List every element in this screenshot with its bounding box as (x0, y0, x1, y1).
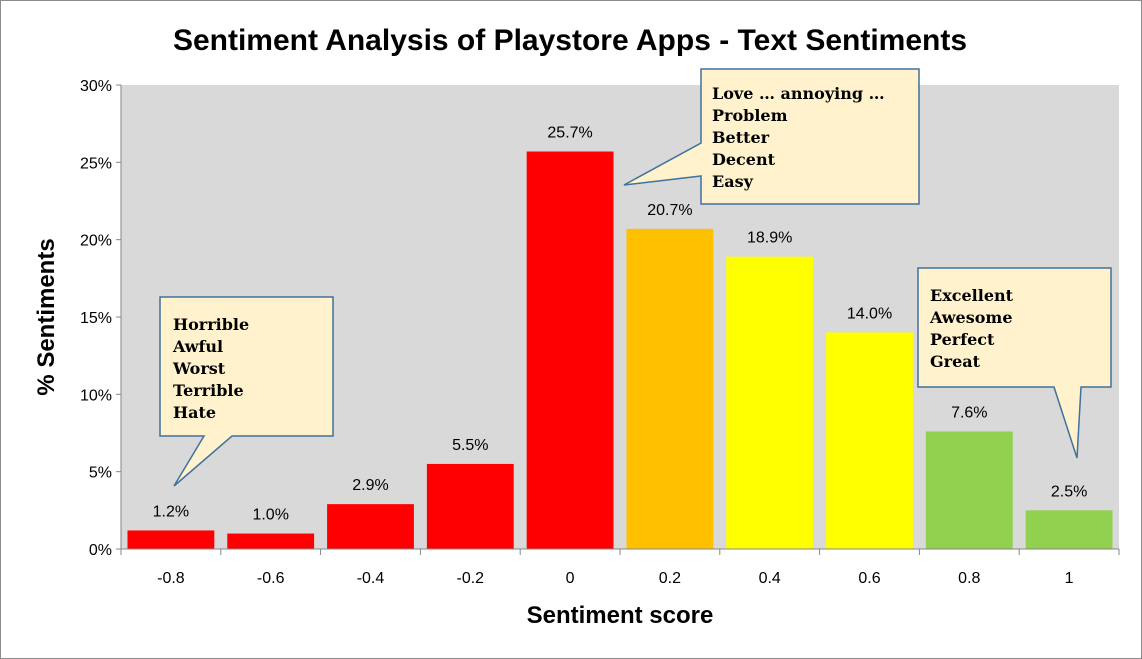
callout-word: Awesome (929, 308, 1013, 327)
callout-word: Easy (712, 172, 754, 191)
chart-title: Sentiment Analysis of Playstore Apps - T… (173, 24, 967, 57)
bar (327, 504, 414, 549)
y-tick-label: 20% (80, 233, 112, 250)
x-tick-label: 0.8 (958, 570, 980, 587)
callouts: Horrible Awful Worst Terrible Hate Love … ann… (159, 68, 1112, 487)
y-tick-label: 30% (80, 78, 112, 95)
data-label: 25.7% (547, 125, 592, 142)
x-tick-label: -0.4 (357, 570, 385, 587)
bar (426, 463, 514, 549)
x-tick-label: -0.8 (157, 570, 185, 587)
x-tick-label: 0.2 (659, 570, 681, 587)
bars (127, 151, 1113, 550)
callout-word: Perfect (930, 330, 995, 349)
data-label: 1.0% (252, 507, 288, 524)
y-tick-label: 0% (89, 542, 112, 559)
x-tick-label: 1 (1065, 570, 1074, 587)
data-label: 2.5% (1051, 483, 1087, 500)
callout-word: Worst (172, 359, 226, 378)
data-label: 2.9% (352, 477, 388, 494)
data-labels: 1.2% 1.0% 2.9% 5.5% 25.7% 20.7% 18.9% 14.0% 7.6%… (153, 125, 1088, 524)
callout-word: Decent (712, 150, 776, 169)
callout-word: Great (930, 352, 981, 371)
callout-word: Love … annoying … (712, 84, 885, 103)
callout-bubble (917, 267, 1112, 459)
callout--0.8: Horrible Awful Worst Terrible Hate (159, 296, 334, 487)
callout-bubble (159, 296, 334, 487)
y-tick-label: 25% (80, 155, 112, 172)
bar (227, 533, 315, 549)
callout-word: Terrible (173, 381, 244, 400)
callout-word: Problem (712, 106, 788, 125)
y-tick-label: 10% (80, 387, 112, 404)
callout-word: Better (712, 128, 770, 147)
bar (526, 151, 614, 550)
data-label: 7.6% (951, 404, 987, 421)
y-axis: 0% 5% 10% 15% 20% 25% 30% (80, 78, 122, 559)
x-tick-label: -0.6 (257, 570, 285, 587)
callout-0: Love … annoying … Problem Better Decent Easy (623, 68, 920, 205)
callout-word: Awful (172, 337, 223, 356)
x-tick-label: 0 (566, 570, 575, 587)
data-label: 14.0% (847, 305, 892, 322)
callout-word: Horrible (173, 315, 249, 334)
bar (726, 256, 814, 549)
data-label: 20.7% (647, 202, 692, 219)
data-label: 5.5% (452, 437, 488, 454)
data-label: 18.9% (747, 230, 792, 247)
callout-word: Hate (173, 403, 216, 422)
x-axis-title: Sentiment score (527, 602, 714, 629)
bar (925, 431, 1013, 549)
y-tick-label: 15% (80, 310, 112, 327)
y-tick-label: 5% (89, 465, 112, 482)
x-tick-label: -0.2 (457, 570, 485, 587)
x-tick-label: 0.4 (759, 570, 781, 587)
y-axis-title: % Sentiments (33, 238, 60, 395)
bar (1025, 510, 1113, 549)
data-label: 1.2% (153, 503, 189, 520)
callout-bubble (623, 68, 920, 205)
bar (127, 530, 215, 549)
bar (626, 228, 714, 549)
callout-word: Excellent (930, 286, 1014, 305)
callout-1: Excellent Awesome Perfect Great (917, 267, 1112, 459)
x-tick-label: 0.6 (858, 570, 880, 587)
bar (826, 332, 913, 549)
x-axis: -0.8 -0.6 -0.4 -0.2 0 0.2 0.4 0.6 0.8 1 (120, 548, 1120, 587)
